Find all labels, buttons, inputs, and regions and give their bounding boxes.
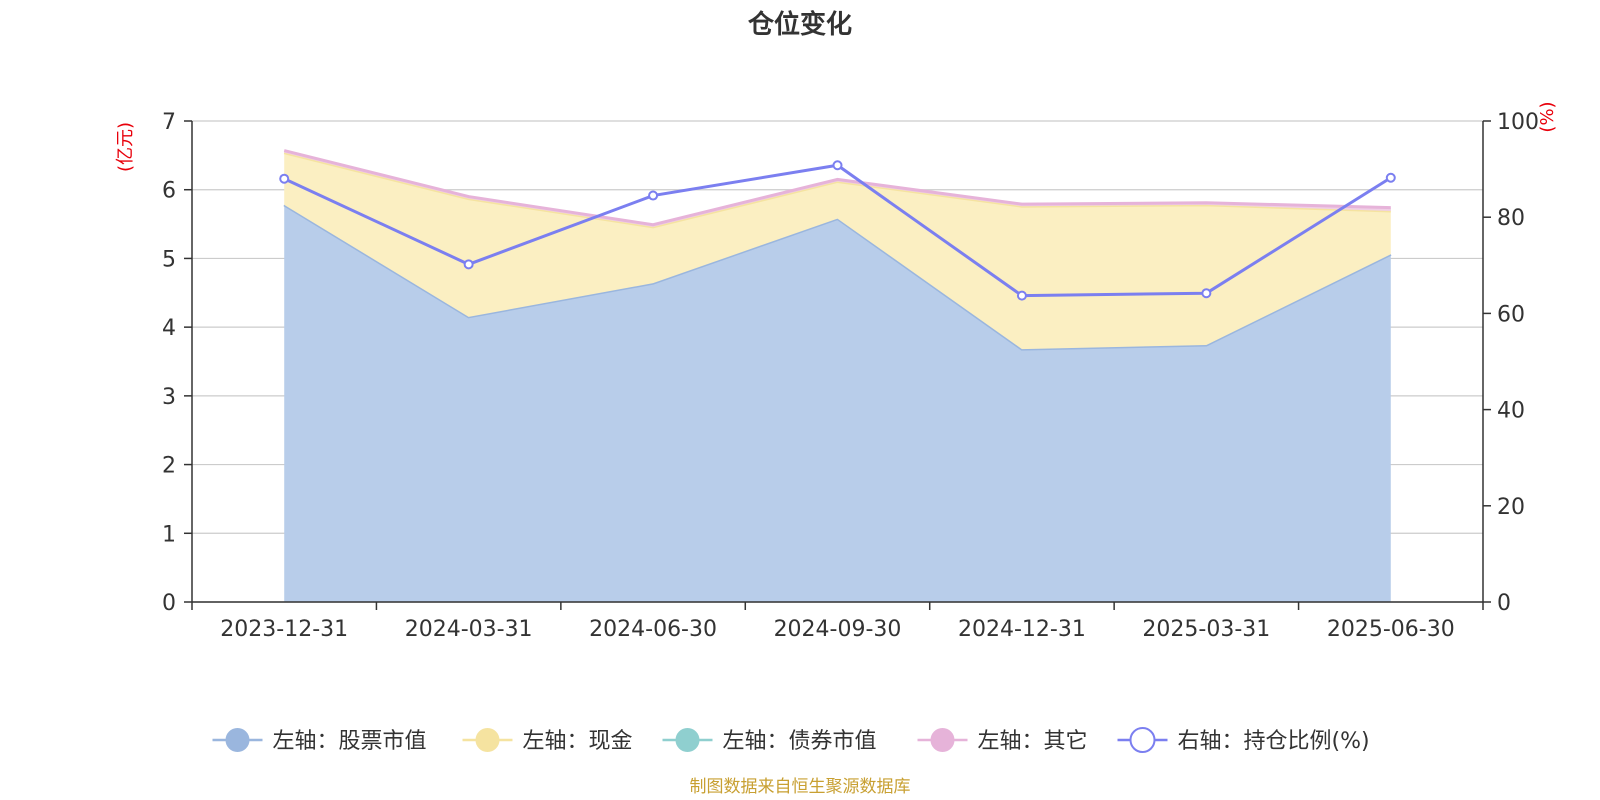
x-tick-label: 2023-12-31	[220, 617, 348, 642]
line-point	[1016, 290, 1027, 301]
left-tick-label: 1	[162, 522, 176, 547]
legend-item-0[interactable]: 左轴：股票市值	[212, 728, 427, 754]
legend-label: 左轴：股票市值	[273, 729, 427, 754]
chart-title: 仓位变化	[747, 9, 852, 40]
x-tick-label: 2024-03-31	[405, 617, 533, 642]
line-point	[463, 259, 474, 270]
legend-circle-icon	[475, 728, 500, 752]
legend-label: 左轴：现金	[523, 729, 633, 754]
right-tick-label: 60	[1497, 302, 1525, 327]
right-tick-label: 100	[1497, 110, 1539, 135]
legend-label: 右轴：持仓比例(%)	[1178, 729, 1370, 754]
area-edge-series-3	[283, 149, 1391, 227]
left-axis-unit: (亿元)	[115, 122, 136, 172]
left-tick-label: 7	[162, 110, 176, 135]
legend-label: 左轴：债券市值	[723, 729, 877, 754]
legend-circle-icon	[930, 728, 955, 752]
line-series-layer	[279, 160, 1396, 301]
legend: 左轴：股票市值 左轴：现金 左轴：债券市值 左轴：其它 右轴：持仓比例(%)	[212, 727, 1370, 754]
x-tick-label: 2025-06-30	[1327, 617, 1455, 642]
axes: 2023-12-31 2024-03-31 2024-06-30 2024-09-30…	[162, 110, 1539, 642]
legend-circle-icon	[1129, 727, 1156, 753]
left-tick-label: 5	[162, 247, 176, 272]
legend-item-2[interactable]: 左轴：债券市值	[662, 728, 877, 754]
left-tick-label: 2	[162, 454, 176, 479]
legend-item-1[interactable]: 左轴：现金	[462, 728, 633, 754]
area-series-layer	[283, 149, 1392, 603]
right-tick-label: 20	[1497, 495, 1525, 520]
area-fill-series-0	[284, 204, 1391, 603]
line-point	[279, 173, 290, 184]
left-tick-label: 3	[162, 385, 176, 410]
left-tick-label: 0	[162, 591, 176, 616]
x-tick-label: 2024-06-30	[589, 617, 717, 642]
legend-circle-icon	[225, 728, 250, 752]
x-tick-label: 2025-03-31	[1142, 617, 1270, 642]
right-tick-label: 80	[1497, 206, 1525, 231]
line-point	[1201, 288, 1212, 299]
x-tick-label: 2024-09-30	[774, 617, 902, 642]
line-point	[648, 190, 659, 201]
right-tick-label: 40	[1497, 399, 1525, 424]
legend-item-4[interactable]: 右轴：持仓比例(%)	[1117, 727, 1370, 754]
legend-label: 左轴：其它	[978, 729, 1088, 754]
left-tick-label: 4	[162, 316, 176, 341]
x-tick-label: 2024-12-31	[958, 617, 1086, 642]
line-point	[832, 160, 843, 171]
data-source-note: 制图数据来自恒生聚源数据库	[690, 777, 911, 797]
right-tick-label: 0	[1497, 591, 1511, 616]
legend-circle-icon	[675, 728, 700, 752]
area-fill-series-1	[284, 152, 1391, 350]
right-axis-unit: (%)	[1537, 101, 1558, 132]
line-point	[1385, 172, 1396, 183]
left-tick-label: 6	[162, 179, 176, 204]
legend-item-3[interactable]: 左轴：其它	[917, 728, 1088, 754]
